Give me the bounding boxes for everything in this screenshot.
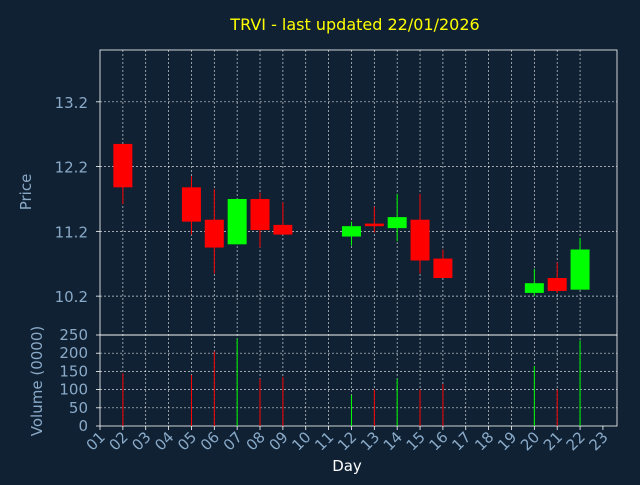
volume-tick-label: 150 — [59, 362, 88, 380]
price-tick-label: 10.2 — [55, 288, 88, 306]
price-candles — [113, 143, 590, 297]
price-tick-label: 13.2 — [55, 94, 88, 112]
candle-body-down — [273, 224, 293, 235]
volume-tick-label: 200 — [59, 344, 88, 362]
volume-tick-label: 250 — [59, 326, 88, 344]
candle-body-down — [547, 278, 567, 291]
candle-body-up — [524, 283, 544, 293]
candle-body-down — [250, 198, 270, 231]
price-tick-label: 11.2 — [55, 223, 88, 241]
volume-panel-border — [99, 334, 618, 427]
candle-body-down — [113, 143, 133, 188]
price-tick-label: 12.2 — [55, 159, 88, 177]
volume-tick-label: 0 — [78, 417, 88, 435]
candle-body-down — [204, 219, 224, 248]
candle-body-down — [364, 223, 384, 227]
candle-body-down — [410, 219, 430, 261]
candle-body-up — [227, 198, 247, 245]
candle-body-down — [433, 258, 453, 278]
volume-axis-label: Volume (0000) — [28, 326, 46, 436]
volume-tick-label: 50 — [69, 399, 88, 417]
x-axis-label: Day — [332, 457, 362, 475]
candle-body-down — [181, 187, 201, 222]
candle-body-up — [570, 249, 590, 290]
candle-body-up — [387, 217, 407, 229]
volume-tick-label: 100 — [59, 381, 88, 399]
volume-bars — [122, 338, 581, 426]
chart-title: TRVI - last updated 22/01/2026 — [229, 15, 479, 34]
candle-body-up — [341, 226, 361, 237]
price-axis-label: Price — [17, 174, 35, 211]
